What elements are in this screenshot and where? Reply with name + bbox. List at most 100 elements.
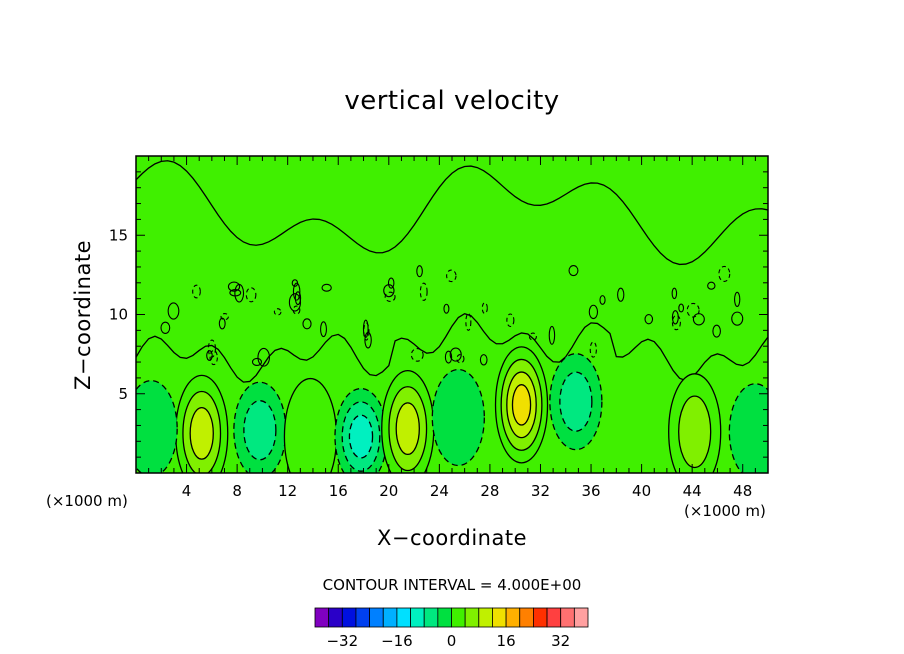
small-contour (599, 295, 606, 305)
contour-level (395, 402, 420, 456)
contour-level (678, 395, 712, 469)
updraft-cell (381, 369, 435, 473)
colorbar-swatch (533, 607, 548, 628)
x-tick-label: 40 (632, 482, 651, 500)
contour-level (728, 383, 768, 473)
small-contour (320, 321, 327, 338)
small-contour (568, 265, 579, 277)
upper-band-contour (136, 160, 768, 383)
small-contour (692, 313, 705, 326)
contour-level (243, 400, 277, 461)
x-axis-label: X−coordinate (377, 526, 527, 550)
small-contour (617, 287, 625, 302)
colorbar-swatch (464, 607, 480, 628)
small-contour (671, 314, 681, 331)
small-contour (686, 302, 700, 318)
contour-field (136, 156, 768, 473)
x-tick-label: 16 (329, 482, 348, 500)
small-contour (387, 277, 395, 289)
small-contour (678, 303, 685, 313)
contour-level (136, 379, 178, 473)
x-tick-label: 44 (683, 482, 702, 500)
x-tick-label: 24 (430, 482, 449, 500)
colorbar-swatch (560, 607, 575, 628)
small-contour (384, 291, 396, 302)
small-contour (416, 265, 423, 278)
x-unit-label-left: (×1000 m) (46, 492, 128, 510)
small-contour (410, 347, 424, 362)
colorbar-swatch (355, 607, 371, 628)
colorbar-swatch (437, 607, 452, 628)
small-contour (444, 350, 453, 364)
y-tick-label: 10 (109, 306, 128, 324)
small-contour (671, 287, 678, 300)
colorbar-tick-label: −16 (381, 632, 413, 650)
updraft-cell (175, 374, 229, 473)
y-axis: 5 10 15 (109, 171, 768, 458)
colorbar-swatch (573, 607, 589, 628)
y-axis-label: Z−coordinate (71, 240, 95, 390)
contour-level (511, 384, 532, 426)
colorbar-swatch (492, 607, 507, 628)
small-contour (589, 341, 597, 358)
updraft-cell (494, 346, 549, 464)
small-contour (707, 281, 716, 290)
small-contour (671, 310, 679, 325)
small-contour (206, 350, 213, 361)
updraft-cell (668, 373, 722, 473)
small-contour (294, 291, 302, 306)
contour-interval-label: CONTOUR INTERVAL = 4.000E+00 (322, 576, 582, 594)
x-tick-label: 36 (581, 482, 600, 500)
small-contour (528, 332, 537, 341)
colorbar-swatch (451, 607, 466, 628)
small-contour (288, 293, 302, 312)
colorbar-swatch (328, 607, 343, 628)
small-contour (363, 322, 370, 341)
colorbar-swatch (396, 607, 411, 628)
small-contour (218, 317, 226, 330)
small-contour (167, 302, 180, 320)
downdraft-cell (136, 379, 178, 473)
small-contour (321, 283, 332, 292)
chart-title: vertical velocity (344, 86, 560, 116)
contour-level (559, 371, 593, 432)
contour-level (348, 414, 374, 459)
downdraft-cell (334, 387, 388, 473)
x-tick-label: 4 (182, 482, 192, 500)
small-contour (292, 282, 301, 301)
small-contour (465, 313, 472, 331)
small-contour (734, 291, 741, 308)
colorbar-swatch (314, 607, 330, 628)
colorbar-swatch (423, 607, 439, 628)
small-contour (548, 325, 556, 345)
colorbar-swatch (478, 607, 493, 628)
colorbar-swatch (519, 607, 534, 628)
colorbar: −32 −16 0 16 32 (314, 607, 589, 650)
x-tick-label: 12 (278, 482, 297, 500)
colorbar-swatch (382, 607, 398, 628)
small-contour (588, 304, 599, 320)
downdraft-cell (728, 383, 768, 473)
small-contour (245, 287, 257, 303)
contour-level (189, 406, 214, 460)
colorbar-swatch (505, 607, 521, 628)
small-contour (479, 354, 488, 366)
y-tick-label: 15 (109, 226, 128, 244)
small-contour (419, 282, 428, 301)
small-contour (443, 303, 450, 314)
x-tick-label: 48 (733, 482, 752, 500)
y-tick-label: 5 (118, 385, 128, 403)
small-contour (731, 311, 744, 326)
small-contour (192, 284, 201, 299)
colorbar-swatch (546, 607, 562, 628)
downdraft-cell (431, 368, 485, 467)
small-contour (481, 302, 488, 315)
x-tick-label: 28 (480, 482, 499, 500)
x-tick-label: 8 (232, 482, 242, 500)
contour-level (431, 368, 485, 467)
x-axis: 4 8 12 16 20 24 28 32 36 40 44 48 (148, 156, 756, 500)
small-contour (456, 354, 465, 364)
contour-level (283, 377, 338, 473)
